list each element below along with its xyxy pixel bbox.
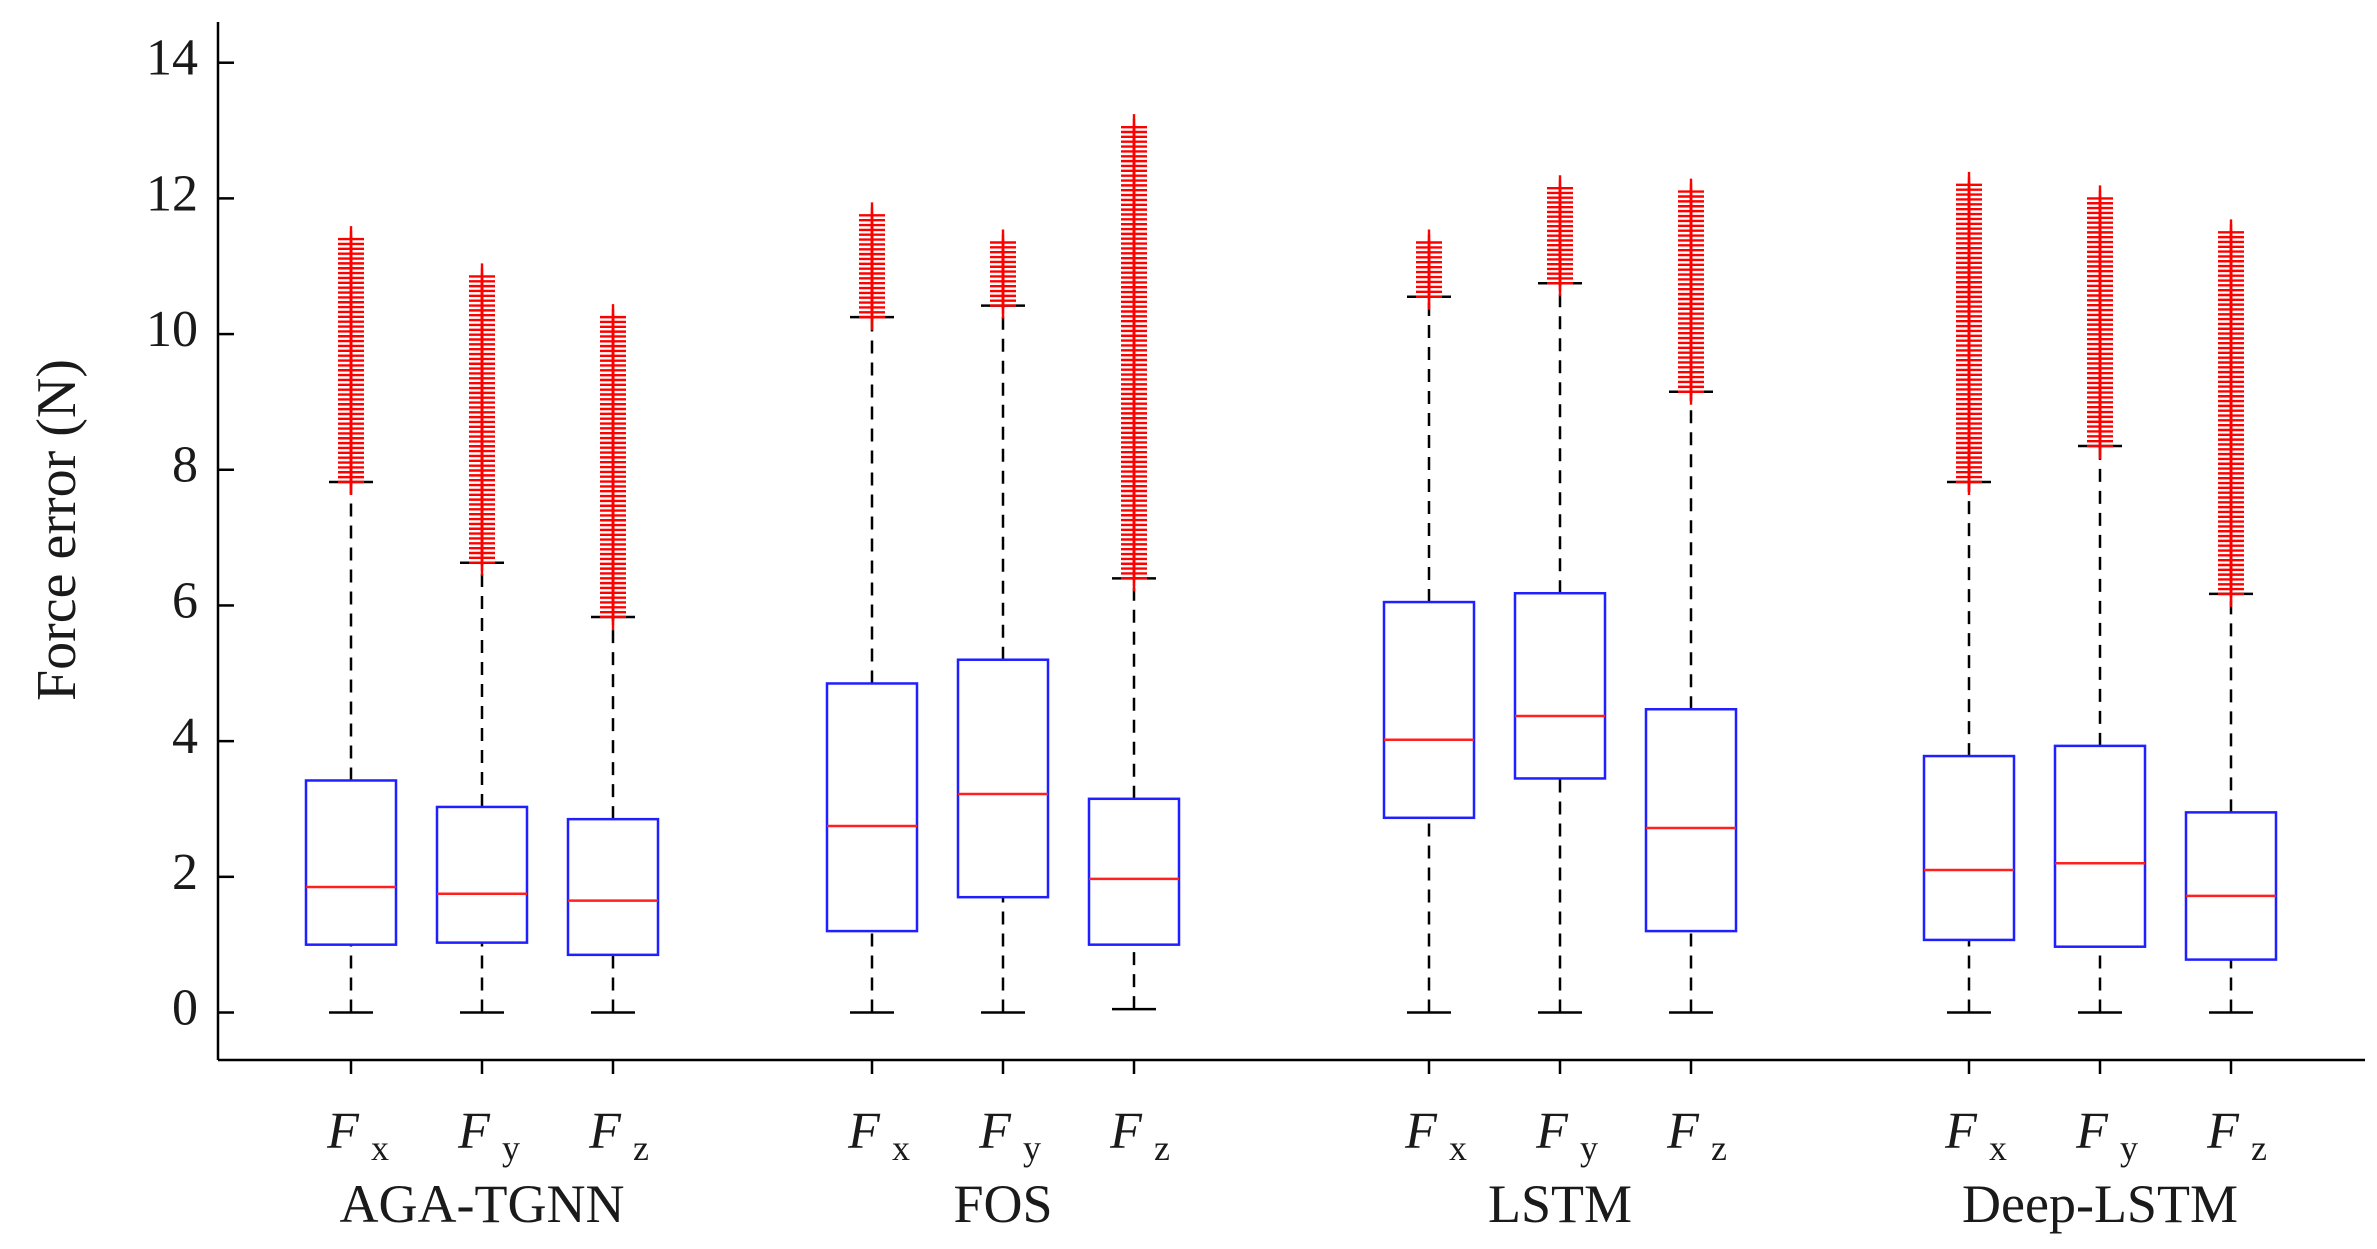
group-label: AGA-TGNN <box>340 1174 625 1234</box>
category-label: F <box>1404 1103 1438 1160</box>
box-iqr <box>1922 754 2016 942</box>
outlier-marker <box>469 263 495 290</box>
category-label: F <box>847 1103 881 1160</box>
outlier-marker <box>1956 171 1982 198</box>
category-label: F <box>457 1103 491 1160</box>
outlier-marker <box>859 202 885 229</box>
category-label-subscript: y <box>502 1128 520 1168</box>
box-iqr <box>1087 797 1181 946</box>
outlier-marker <box>2087 185 2113 212</box>
outlier-marker <box>600 304 626 331</box>
y-axis-label: Force error (N) <box>26 359 88 701</box>
y-tick-label: 2 <box>172 844 198 901</box>
category-label: F <box>2075 1103 2109 1160</box>
box-iqr <box>435 805 529 944</box>
group-label: FOS <box>953 1174 1052 1234</box>
category-label: F <box>1944 1103 1978 1160</box>
category-label: F <box>1109 1103 1143 1160</box>
outlier-marker <box>1121 114 1147 141</box>
outlier-marker <box>1416 229 1442 256</box>
boxes-layer <box>304 114 2278 1014</box>
category-label: F <box>978 1103 1012 1160</box>
box-iqr <box>956 658 1050 899</box>
group-label: LSTM <box>1488 1174 1632 1234</box>
category-label: F <box>326 1103 360 1160</box>
box-iqr <box>566 817 660 957</box>
category-label-subscript: y <box>2120 1128 2138 1168</box>
y-tick-label: 14 <box>146 30 198 87</box>
outlier-marker <box>338 226 364 253</box>
category-label-subscript: z <box>1711 1128 1727 1168</box>
category-label: F <box>1535 1103 1569 1160</box>
category-label-subscript: y <box>1580 1128 1598 1168</box>
category-label-subscript: x <box>1449 1128 1467 1168</box>
category-label-subscript: x <box>1989 1128 2007 1168</box>
y-tick-label: 6 <box>172 572 198 629</box>
outlier-marker <box>2218 219 2244 246</box>
box-iqr <box>825 682 919 933</box>
box-iqr <box>2184 811 2278 961</box>
category-label-subscript: z <box>633 1128 649 1168</box>
category-label-subscript: z <box>1154 1128 1170 1168</box>
category-label-subscript: z <box>2251 1128 2267 1168</box>
category-label-subscript: y <box>1023 1128 1041 1168</box>
category-label: F <box>588 1103 622 1160</box>
axes-layer: 0 2 4 6 8 10 12 14 <box>146 22 2365 1074</box>
category-label: F <box>1666 1103 1700 1160</box>
box-iqr <box>2053 744 2147 948</box>
y-tick-label: 10 <box>146 301 198 358</box>
outlier-marker <box>990 229 1016 256</box>
category-label-subscript: x <box>892 1128 910 1168</box>
category-label: F <box>2206 1103 2240 1160</box>
box-iqr <box>1513 591 1607 780</box>
y-tick-label: 8 <box>172 437 198 494</box>
outlier-marker <box>1678 178 1704 205</box>
y-tick-label: 4 <box>172 708 198 765</box>
box-iqr <box>304 779 398 946</box>
box-iqr <box>1644 708 1738 933</box>
category-label-subscript: x <box>371 1128 389 1168</box>
y-tick-label: 0 <box>172 979 198 1036</box>
y-tick-label: 12 <box>146 165 198 222</box>
outlier-marker <box>1547 175 1573 202</box>
group-label: Deep-LSTM <box>1962 1174 2238 1234</box>
box-iqr <box>1382 600 1476 820</box>
